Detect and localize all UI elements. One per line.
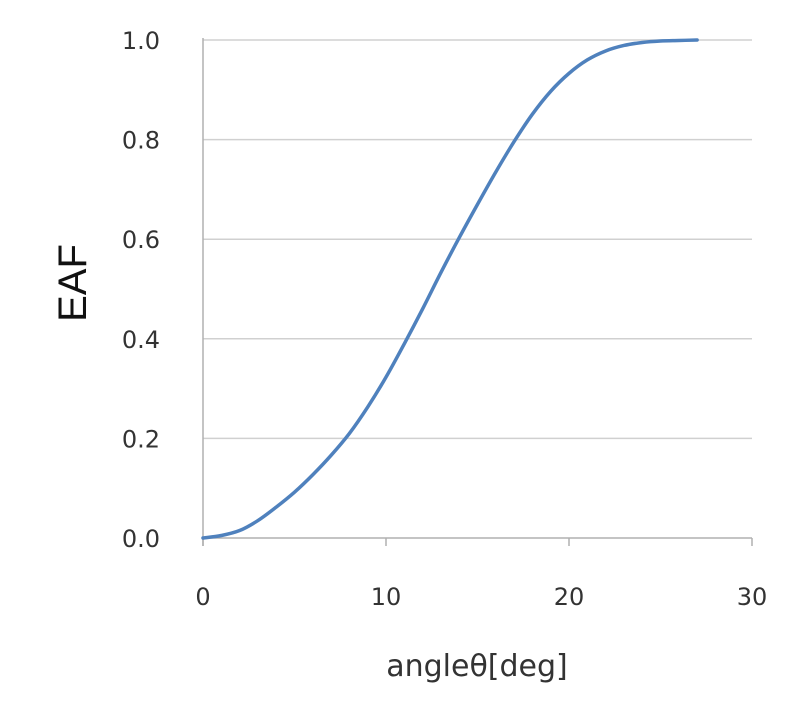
- tick-labels: 0.0 0.2 0.4 0.6 0.8 1.0 0 10 20 30: [122, 27, 767, 611]
- x-tick-label-2: 20: [554, 583, 585, 611]
- y-tick-label-4: 0.8: [122, 127, 160, 155]
- y-tick-label-2: 0.4: [122, 326, 160, 354]
- series-line-0: [201, 38, 699, 540]
- y-tick-label-1: 0.2: [122, 425, 160, 453]
- x-tick-label-3: 30: [737, 583, 768, 611]
- series-layer: [201, 38, 699, 540]
- gridlines: [203, 39, 752, 440]
- y-tick-label-3: 0.6: [122, 226, 160, 254]
- y-axis-title: EAF: [51, 244, 95, 322]
- y-tick-label-0: 0.0: [122, 525, 160, 553]
- y-tick-label-5: 1.0: [122, 27, 160, 55]
- axes: [202, 38, 753, 546]
- x-tick-label-1: 10: [371, 583, 402, 611]
- x-axis-title: angleθ[deg]: [386, 649, 568, 684]
- x-tick-label-0: 0: [195, 583, 210, 611]
